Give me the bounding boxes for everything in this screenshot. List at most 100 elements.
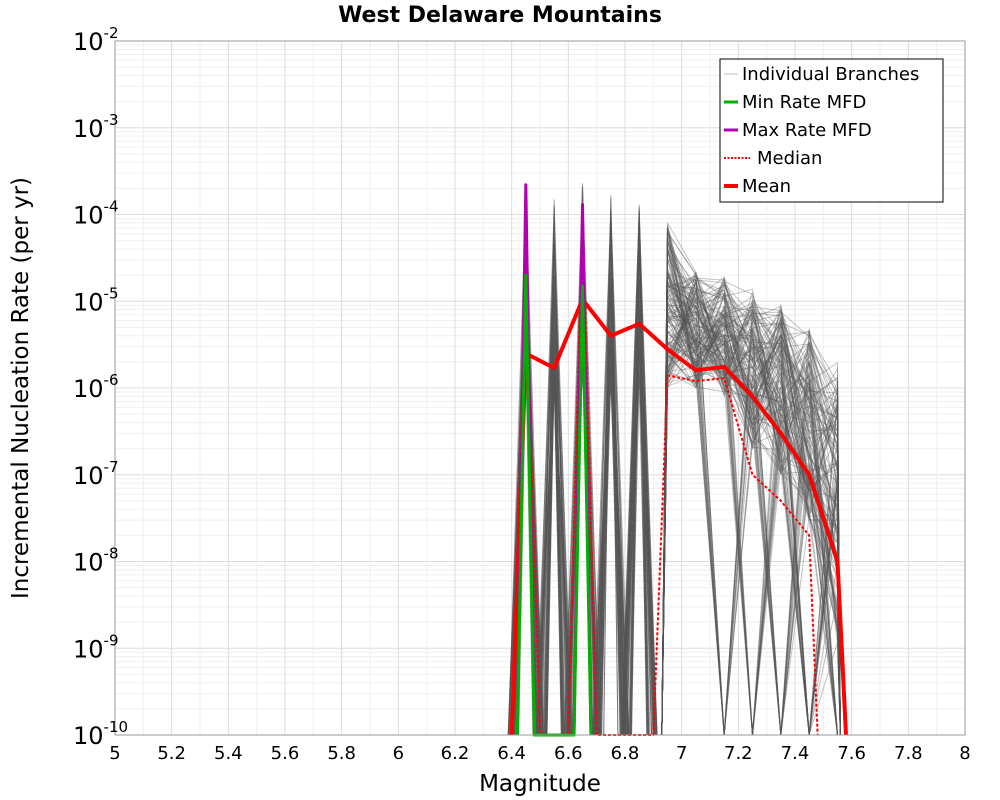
branch-line (661, 280, 841, 736)
branch-line (661, 246, 841, 736)
branch-line (661, 227, 841, 736)
branch-line (661, 221, 841, 736)
branch-line (661, 335, 841, 736)
branch-line (661, 240, 841, 736)
branch-line (661, 334, 841, 736)
branch-line (661, 275, 841, 736)
branch-line (661, 336, 841, 736)
y-tick-label: 10-6 (73, 371, 119, 403)
branch-line (661, 293, 841, 736)
branch-line (661, 249, 841, 736)
branch-line (661, 281, 841, 736)
branch-line (661, 320, 841, 736)
branch-line (661, 314, 841, 736)
branch-line (661, 329, 841, 736)
branch-line (599, 324, 623, 736)
branch-line (661, 251, 841, 736)
branch-line (661, 288, 841, 736)
branch-line (661, 286, 841, 736)
branch-line (661, 237, 841, 736)
y-tick-label: 10-4 (73, 198, 119, 230)
branch-line (661, 241, 841, 736)
branch-line (661, 257, 841, 736)
legend-label: Median (757, 148, 822, 169)
plot-frame (114, 40, 966, 736)
legend-label: Min Rate MFD (742, 92, 866, 113)
legend-label: Mean (742, 176, 791, 197)
branch-line (661, 257, 841, 736)
branch-line (661, 283, 841, 736)
branch-line (661, 315, 841, 736)
x-tick-label: 6.6 (554, 743, 583, 764)
branch-line (661, 291, 841, 736)
x-tick-label: 7.2 (724, 743, 753, 764)
branch-line (661, 327, 841, 736)
x-tick-label: 5.2 (157, 743, 186, 764)
y-axis-label: Incremental Nucleation Rate (per yr) (8, 177, 34, 599)
x-tick-label: 5.6 (271, 743, 300, 764)
branch-line (661, 275, 841, 736)
branch-line (661, 273, 841, 736)
branch-line (661, 298, 841, 736)
branch-line (661, 334, 841, 736)
branch-line (661, 297, 841, 736)
legend: Individual Branches Min Rate MFD Max Rate … (719, 58, 944, 203)
branch-line (661, 308, 841, 736)
x-tick-label: 5 (109, 743, 120, 764)
branch-line (661, 257, 841, 736)
branch-line (661, 274, 841, 736)
branch-line (599, 272, 623, 736)
branch-line (661, 283, 841, 736)
branch-line (661, 288, 841, 736)
branch-line (661, 276, 841, 736)
branch-line (661, 272, 841, 736)
branch-line (661, 283, 841, 736)
branch-line (626, 245, 653, 736)
branch-line (661, 273, 841, 736)
x-axis-label: Magnitude (479, 771, 601, 797)
branch-line (661, 342, 841, 736)
y-tick-label: 10-9 (73, 631, 119, 663)
branch-line (661, 301, 841, 736)
branch-line (661, 313, 841, 736)
branch-line (661, 279, 841, 736)
branch-line (661, 331, 841, 736)
y-tick-label: 10-8 (73, 545, 119, 577)
y-tick-label: 10-2 (73, 24, 119, 56)
legend-label: Individual Branches (742, 64, 919, 85)
branch-line (661, 307, 841, 736)
branch-line (661, 289, 841, 736)
branch-line (661, 314, 841, 736)
x-tick-label: 5.8 (327, 743, 356, 764)
branch-line (661, 317, 841, 736)
branch-line (626, 356, 653, 736)
series-mean (509, 297, 848, 736)
y-tick-labels: 10-10 10-9 10-8 10-7 10-6 10-5 10-4 10-3 10-2 (73, 24, 128, 750)
y-tick-label: 10-10 (73, 718, 128, 750)
x-tick-labels: 5 5.2 5.4 5.6 5.8 6 6.2 6.4 6.6 6.8 7 7.2 7.4 7.6 7.8 8 (109, 743, 970, 764)
branch-line (661, 228, 841, 736)
branch-line (661, 302, 841, 736)
branch-line (661, 297, 841, 736)
branch-line (661, 247, 841, 736)
x-tick-label: 8 (959, 743, 970, 764)
branch-line (661, 271, 841, 736)
branch-line (661, 272, 841, 736)
branch-line (661, 277, 841, 736)
branch-line (661, 290, 841, 736)
x-tick-label: 6 (393, 743, 404, 764)
branch-line (661, 314, 841, 736)
branch-line (661, 232, 841, 736)
branch-line (661, 272, 841, 736)
branch-line (661, 302, 841, 736)
branch-line (661, 320, 841, 736)
branch-line (661, 286, 841, 736)
branch-line (661, 294, 841, 736)
branch-line (661, 306, 841, 736)
series-median (510, 206, 819, 736)
branch-line (661, 312, 841, 736)
branch-line (661, 240, 841, 736)
branch-line (661, 308, 841, 736)
branch-line (661, 271, 841, 736)
branch-line (542, 317, 566, 736)
